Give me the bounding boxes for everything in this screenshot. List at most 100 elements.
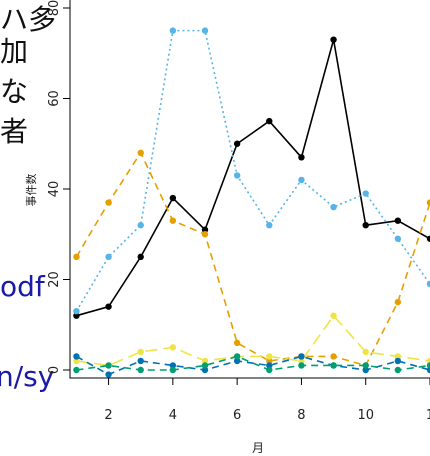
data-point xyxy=(73,357,80,365)
data-point xyxy=(233,339,241,347)
data-point xyxy=(73,353,80,360)
data-point xyxy=(105,371,112,378)
data-point xyxy=(233,353,241,360)
data-point xyxy=(298,353,305,360)
y-tick-label: 40 xyxy=(47,181,62,198)
data-point xyxy=(394,235,402,242)
bg-text-fragment: odf xyxy=(0,270,45,303)
x-tick-label: 1 xyxy=(426,408,430,423)
data-point xyxy=(266,357,273,365)
x-tick-label: 4 xyxy=(169,408,177,423)
chart-axes: 2468101020406080 xyxy=(47,0,430,423)
data-point xyxy=(362,222,369,229)
data-point xyxy=(298,362,305,369)
data-point xyxy=(233,172,241,179)
data-point xyxy=(201,231,209,238)
data-point xyxy=(330,36,337,43)
data-point xyxy=(73,312,80,319)
data-point xyxy=(169,344,177,351)
series-0 xyxy=(73,36,430,319)
data-point xyxy=(201,366,209,374)
data-point xyxy=(362,362,369,369)
data-point xyxy=(266,117,273,125)
data-point xyxy=(426,362,430,369)
series-2 xyxy=(73,149,430,369)
data-point xyxy=(105,253,112,261)
data-point xyxy=(330,312,337,319)
data-point xyxy=(233,357,241,365)
series-line xyxy=(76,39,430,317)
x-axis-label: 月 xyxy=(252,441,264,455)
data-point xyxy=(362,366,369,374)
x-tick-label: 10 xyxy=(357,408,374,423)
data-point xyxy=(394,357,402,365)
data-point xyxy=(137,149,144,156)
data-point xyxy=(394,217,402,224)
data-point xyxy=(201,357,209,365)
data-point xyxy=(330,203,337,211)
data-point xyxy=(169,217,177,224)
data-point xyxy=(330,362,337,369)
data-point xyxy=(169,366,177,374)
data-point xyxy=(330,353,337,360)
data-point xyxy=(266,366,273,374)
bg-text-fragment: な xyxy=(0,75,29,108)
data-point xyxy=(105,362,112,369)
data-point xyxy=(362,348,369,356)
data-point xyxy=(298,154,305,161)
series-line xyxy=(75,29,430,312)
x-tick-label: 2 xyxy=(104,408,112,423)
y-tick-label: 80 xyxy=(47,0,62,16)
data-point xyxy=(426,199,430,206)
y-tick-label: 0 xyxy=(47,366,62,374)
data-point xyxy=(394,298,402,306)
series-5 xyxy=(73,353,430,374)
data-point xyxy=(266,222,273,229)
bg-text-fragment: 者 xyxy=(0,115,29,148)
data-point xyxy=(362,190,369,197)
y-tick-label: 60 xyxy=(47,90,62,107)
data-point xyxy=(137,357,144,365)
y-axis-label: 事件数 xyxy=(25,174,38,207)
data-point xyxy=(201,27,209,34)
data-point xyxy=(426,235,430,242)
data-point xyxy=(73,366,80,374)
x-tick-label: 6 xyxy=(233,408,241,423)
x-tick-label: 8 xyxy=(297,408,305,423)
data-point xyxy=(201,226,209,233)
series-3 xyxy=(73,312,430,369)
data-point xyxy=(137,348,144,356)
data-point xyxy=(201,362,209,369)
data-point xyxy=(105,199,112,206)
series-1 xyxy=(73,27,430,315)
bg-text-fragment: ハ多 xyxy=(0,3,57,36)
bg-text-fragment: n/sy xyxy=(0,360,55,393)
data-point xyxy=(137,366,144,374)
data-point xyxy=(298,176,305,184)
data-point xyxy=(298,357,305,365)
data-point xyxy=(266,353,273,360)
y-tick-label: 20 xyxy=(47,271,62,288)
plot-frame xyxy=(69,0,430,379)
series-line xyxy=(76,314,430,367)
series-line xyxy=(76,355,430,371)
data-point xyxy=(73,307,80,315)
data-point xyxy=(169,27,177,34)
data-point xyxy=(137,222,144,229)
series-layer xyxy=(73,27,430,378)
data-point xyxy=(105,303,112,310)
data-point xyxy=(394,366,402,374)
series-line xyxy=(75,151,430,367)
bg-text-fragment: 加 xyxy=(0,35,29,68)
data-point xyxy=(233,140,241,147)
data-point xyxy=(266,362,273,369)
data-point xyxy=(394,353,402,360)
data-point xyxy=(137,253,144,261)
data-point xyxy=(169,362,177,369)
data-point xyxy=(426,280,430,288)
series-line xyxy=(76,355,430,376)
data-point xyxy=(169,194,177,202)
data-point xyxy=(73,253,80,261)
